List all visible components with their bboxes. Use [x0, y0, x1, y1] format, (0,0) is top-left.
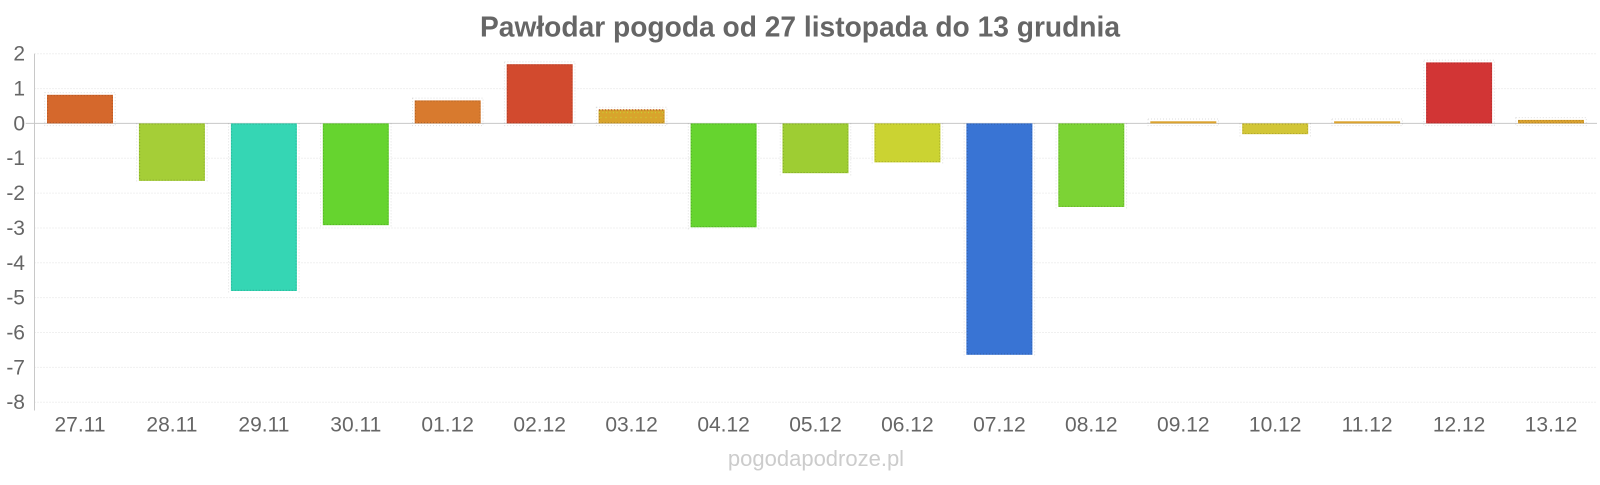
svg-text:-6: -6: [6, 322, 25, 345]
svg-text:27.11: 27.11: [55, 413, 106, 436]
svg-text:1: 1: [13, 78, 25, 101]
svg-text:-5: -5: [6, 287, 25, 310]
svg-text:-2: -2: [6, 182, 25, 205]
svg-text:-1: -1: [6, 147, 25, 170]
svg-text:28.11: 28.11: [146, 413, 197, 436]
svg-text:29.11: 29.11: [238, 413, 289, 436]
svg-text:Pawłodar pogoda od 27 listopad: Pawłodar pogoda od 27 listopada do 13 gr…: [480, 11, 1121, 43]
svg-text:13.12: 13.12: [1525, 413, 1578, 436]
svg-text:11.12: 11.12: [1342, 413, 1393, 436]
svg-text:-3: -3: [6, 217, 25, 240]
svg-text:04.12: 04.12: [697, 413, 750, 436]
svg-text:0: 0: [13, 112, 25, 135]
svg-text:03.12: 03.12: [605, 413, 658, 436]
svg-text:-7: -7: [6, 356, 25, 379]
svg-text:02.12: 02.12: [513, 413, 566, 436]
svg-text:08.12: 08.12: [1065, 413, 1118, 436]
svg-text:12.12: 12.12: [1433, 413, 1486, 436]
svg-text:06.12: 06.12: [881, 413, 934, 436]
svg-text:-4: -4: [6, 252, 25, 275]
svg-text:10.12: 10.12: [1249, 413, 1302, 436]
svg-text:07.12: 07.12: [973, 413, 1026, 436]
svg-text:30.11: 30.11: [330, 413, 381, 436]
svg-text:05.12: 05.12: [789, 413, 842, 436]
svg-text:09.12: 09.12: [1157, 413, 1210, 436]
svg-text:2: 2: [13, 43, 25, 66]
svg-text:-8: -8: [6, 391, 25, 414]
svg-text:01.12: 01.12: [421, 413, 474, 436]
svg-text:pogodapodroze.pl: pogodapodroze.pl: [728, 446, 904, 471]
